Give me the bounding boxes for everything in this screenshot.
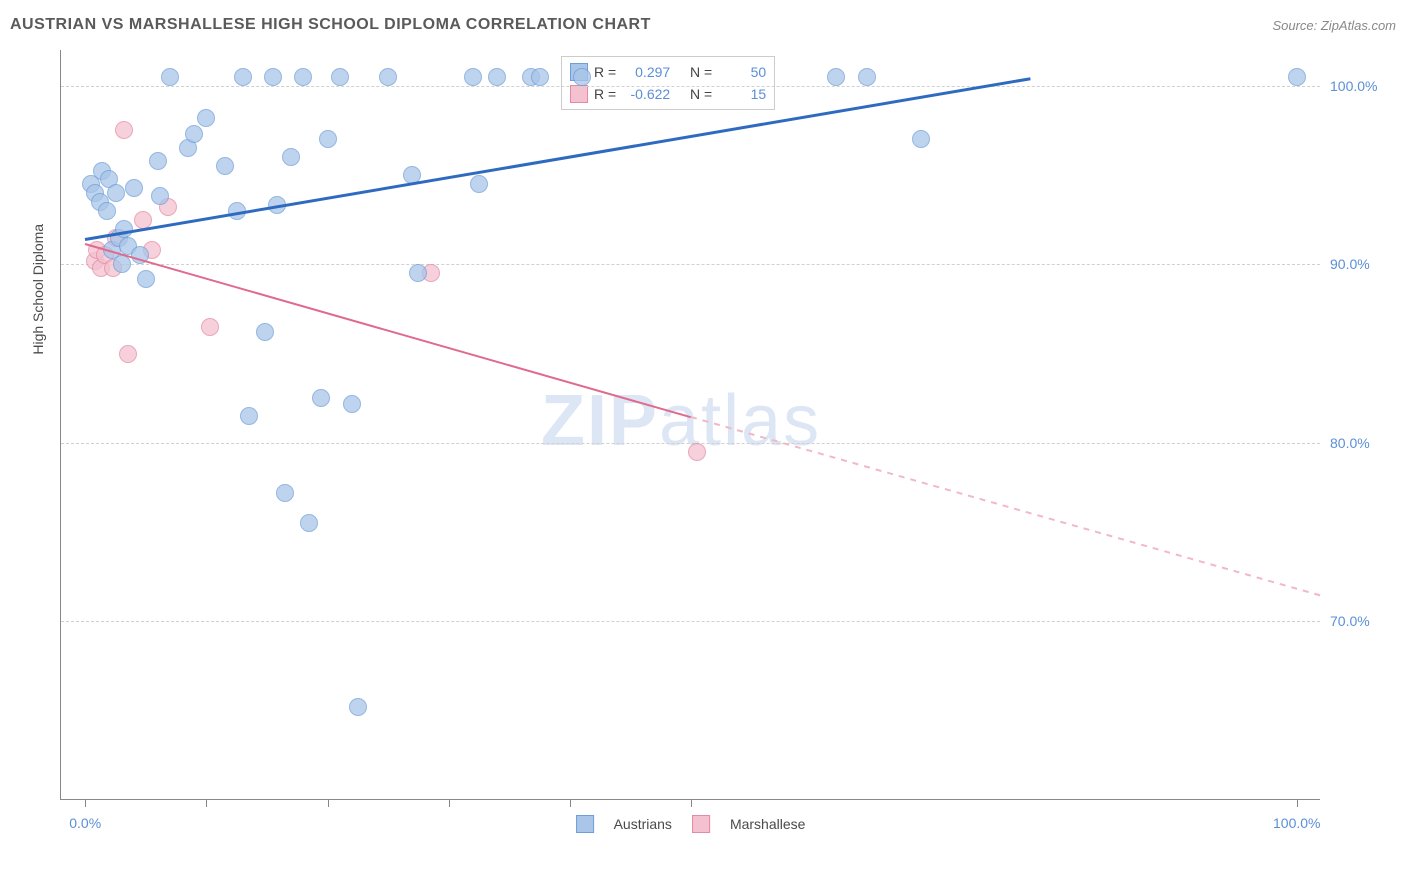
stats-legend: R = 0.297 N = 50 R = -0.622 N = 15 xyxy=(561,56,775,110)
data-point xyxy=(379,68,397,86)
n-value-marshallese: 15 xyxy=(718,86,766,102)
x-tick xyxy=(691,799,692,807)
data-point xyxy=(349,698,367,716)
data-point xyxy=(98,202,116,220)
watermark-light: atlas xyxy=(659,381,821,461)
x-tick xyxy=(85,799,86,807)
title-bar: AUSTRIAN VS MARSHALLESE HIGH SCHOOL DIPL… xyxy=(10,10,1396,40)
plot-area: ZIPatlas R = 0.297 N = 50 R = -0.622 N =… xyxy=(60,50,1320,800)
data-point xyxy=(151,187,169,205)
data-point xyxy=(240,407,258,425)
data-point xyxy=(470,175,488,193)
legend-swatch-marshallese xyxy=(692,815,710,833)
data-point xyxy=(1288,68,1306,86)
data-point xyxy=(201,318,219,336)
r-value-marshallese: -0.622 xyxy=(622,86,670,102)
data-point xyxy=(234,68,252,86)
data-point xyxy=(488,68,506,86)
data-point xyxy=(294,68,312,86)
data-point xyxy=(827,68,845,86)
n-value-austrians: 50 xyxy=(718,64,766,80)
x-tick xyxy=(206,799,207,807)
data-point xyxy=(858,68,876,86)
data-point xyxy=(573,68,591,86)
data-point xyxy=(149,152,167,170)
x-tick-label: 0.0% xyxy=(69,815,101,831)
data-point xyxy=(312,389,330,407)
data-point xyxy=(319,130,337,148)
watermark-bold: ZIP xyxy=(541,381,659,461)
y-tick-label: 100.0% xyxy=(1330,78,1390,94)
data-point xyxy=(125,179,143,197)
y-axis-label: High School Diploma xyxy=(30,224,46,355)
gridline xyxy=(61,443,1320,444)
y-tick-label: 70.0% xyxy=(1330,613,1390,629)
watermark: ZIPatlas xyxy=(541,380,821,462)
data-point xyxy=(197,109,215,127)
x-tick-label: 100.0% xyxy=(1273,815,1320,831)
chart-title: AUSTRIAN VS MARSHALLESE HIGH SCHOOL DIPL… xyxy=(10,16,651,34)
data-point xyxy=(282,148,300,166)
x-tick xyxy=(328,799,329,807)
legend-label-austrians: Austrians xyxy=(614,816,672,832)
data-point xyxy=(137,270,155,288)
series-legend: Austrians Marshallese xyxy=(576,815,806,833)
data-point xyxy=(531,68,549,86)
legend-label-marshallese: Marshallese xyxy=(730,816,805,832)
gridline xyxy=(61,621,1320,622)
gridline xyxy=(61,264,1320,265)
data-point xyxy=(464,68,482,86)
data-point xyxy=(115,121,133,139)
data-point xyxy=(107,184,125,202)
data-point xyxy=(331,68,349,86)
data-point xyxy=(119,345,137,363)
swatch-marshallese xyxy=(570,85,588,103)
data-point xyxy=(216,157,234,175)
data-point xyxy=(912,130,930,148)
r-label-2: R = xyxy=(594,86,616,102)
data-point xyxy=(343,395,361,413)
source-attribution: Source: ZipAtlas.com xyxy=(1272,18,1396,33)
x-tick xyxy=(449,799,450,807)
data-point xyxy=(264,68,282,86)
stats-row-austrians: R = 0.297 N = 50 xyxy=(570,61,766,83)
data-point xyxy=(185,125,203,143)
data-point xyxy=(409,264,427,282)
data-point xyxy=(688,443,706,461)
data-point xyxy=(300,514,318,532)
legend-swatch-austrians xyxy=(576,815,594,833)
data-point xyxy=(256,323,274,341)
x-tick xyxy=(1297,799,1298,807)
chart-container: AUSTRIAN VS MARSHALLESE HIGH SCHOOL DIPL… xyxy=(0,0,1406,892)
gridline xyxy=(61,86,1320,87)
y-tick-label: 90.0% xyxy=(1330,256,1390,272)
data-point xyxy=(276,484,294,502)
data-point xyxy=(113,255,131,273)
y-tick-label: 80.0% xyxy=(1330,435,1390,451)
r-label: R = xyxy=(594,64,616,80)
r-value-austrians: 0.297 xyxy=(622,64,670,80)
n-label-2: N = xyxy=(690,86,712,102)
n-label: N = xyxy=(690,64,712,80)
data-point xyxy=(161,68,179,86)
x-tick xyxy=(570,799,571,807)
trend-line xyxy=(85,243,691,418)
